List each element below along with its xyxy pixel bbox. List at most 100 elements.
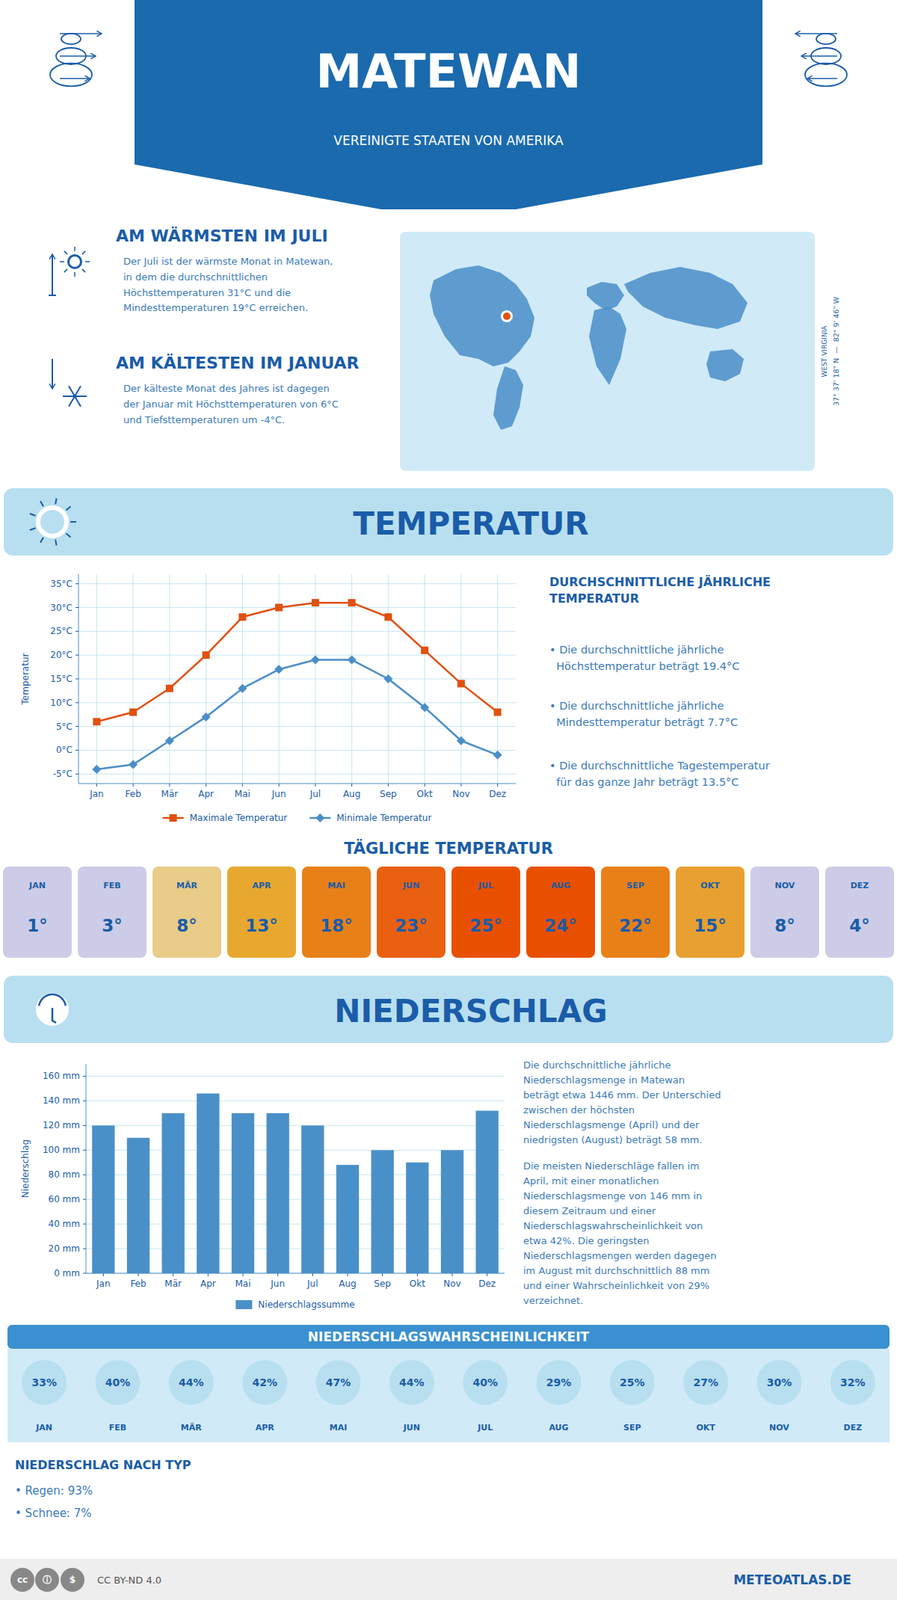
- sun-ray: [55, 497, 57, 504]
- warmest-title: AM WÄRMSTEN IM JULI: [115, 226, 329, 246]
- continent: [429, 265, 535, 367]
- point: [165, 684, 174, 693]
- y-tick-label: 60 mm: [48, 1193, 80, 1205]
- sun-ray: [59, 260, 65, 263]
- wind-icon: [59, 55, 95, 57]
- y-tick-label: 100 mm: [42, 1144, 80, 1155]
- y-tick-label: 5°C: [56, 721, 73, 732]
- x-tick-label: Mai: [234, 1278, 251, 1289]
- x-tick-label: Jul: [309, 788, 321, 800]
- grid: [78, 574, 516, 784]
- legend-label: Niederschlagssumme: [257, 1299, 355, 1310]
- license-icon-label: $: [69, 1574, 76, 1585]
- data-label: 32%: [840, 1376, 866, 1389]
- umbrella-handle: [52, 1007, 57, 1023]
- legend-marker: [315, 813, 325, 823]
- tile-circle: [95, 1359, 141, 1405]
- y-tick-label: 20°C: [50, 649, 73, 661]
- info-icons: [0, 213, 389, 483]
- tile-label: FEB: [103, 880, 121, 891]
- y-tick: [82, 1149, 86, 1151]
- x-tick-label: Nov: [443, 1278, 461, 1289]
- tile-circle: [21, 1359, 67, 1405]
- y-tick-label: 120 mm: [42, 1119, 80, 1131]
- point: [129, 708, 137, 717]
- y-tick: [75, 583, 79, 584]
- sun-ray: [74, 272, 76, 277]
- tile-label: JUL: [477, 880, 494, 891]
- x-tick: [138, 1272, 140, 1276]
- bar: [441, 1149, 464, 1273]
- wind-swirl: [811, 47, 841, 65]
- grid-line-y: [78, 701, 516, 703]
- point: [457, 679, 465, 687]
- y-axis-label: Temperatur: [20, 652, 31, 705]
- x-tick: [133, 783, 134, 787]
- tile-circle: [242, 1359, 288, 1405]
- x-tick-label: Mär: [161, 788, 179, 800]
- bar: [127, 1137, 150, 1273]
- tile-label: DEZ: [850, 880, 870, 891]
- y-tick: [75, 678, 79, 680]
- point: [347, 655, 357, 665]
- section-header: NIEDERSCHLAG: [0, 971, 897, 1047]
- grid-line-y: [78, 725, 516, 727]
- y-tick-label: 30°C: [50, 602, 73, 613]
- tile: [2, 866, 72, 958]
- data-label: 27%: [692, 1376, 719, 1389]
- precip-text: Die meisten Niederschläge fallen im Apri…: [523, 1158, 717, 1309]
- tile-label: JUN: [402, 880, 420, 891]
- tile-label: MAI: [327, 880, 346, 891]
- point: [165, 736, 175, 746]
- data-label: 4°: [849, 915, 871, 936]
- data-label: 30%: [766, 1376, 793, 1389]
- x-tick: [242, 783, 243, 787]
- tile: [301, 866, 371, 958]
- x-tick-label: Dez: [478, 1278, 496, 1289]
- license-icon-label: cc: [17, 1574, 28, 1585]
- tile-circle: [536, 1359, 582, 1405]
- sun-ray: [55, 539, 57, 546]
- tile: [227, 866, 297, 958]
- tile: [675, 866, 745, 958]
- y-tick-label: 160 mm: [42, 1070, 80, 1081]
- continent: [586, 281, 625, 311]
- grid-line-y: [78, 583, 516, 584]
- x-tick: [424, 783, 426, 787]
- wind-swirl: [50, 63, 92, 87]
- tile-circle: [316, 1359, 362, 1405]
- y-tick: [82, 1198, 86, 1200]
- plot-area: [91, 1093, 499, 1273]
- point: [202, 651, 211, 659]
- sun-ray: [85, 260, 90, 263]
- x-tick-label: Jun: [269, 1278, 285, 1289]
- grid-line-y: [78, 678, 516, 680]
- x-tick-label: Nov: [452, 788, 470, 800]
- x-tick-label: Dez: [488, 788, 507, 800]
- bar: [405, 1162, 429, 1273]
- tile-row: 33%JAN40%FEB44%MÄR42%APR47%MAI44%JUN40%J…: [7, 1348, 890, 1442]
- page-subtitle: VEREINIGTE STAATEN VON AMERIKA: [333, 133, 564, 149]
- license-icon-label: ⓘ: [42, 1574, 52, 1585]
- stats-heading: DURCHSCHNITTLICHE JÄHRLICHE TEMPERATUR: [549, 574, 771, 608]
- data-label: 8°: [176, 915, 198, 936]
- footer: ccⓘ$CC BY-ND 4.0METEOATLAS.DE: [0, 1558, 897, 1600]
- x-tick-label: Apr: [200, 1278, 217, 1289]
- tile-circle: [609, 1359, 655, 1405]
- x-tick: [387, 783, 389, 787]
- point: [348, 598, 356, 607]
- continent: [493, 366, 524, 430]
- x-tick: [172, 1272, 174, 1276]
- x-tick-label: Jan: [88, 788, 104, 800]
- tile-circle: [462, 1359, 508, 1405]
- sun-ray: [70, 521, 77, 523]
- tile-circle: [168, 1359, 214, 1405]
- x-tick: [278, 783, 280, 787]
- data-label: 25°: [469, 915, 503, 936]
- section-background: [3, 975, 894, 1043]
- sun-ray: [82, 269, 86, 273]
- data-label: 40%: [472, 1376, 498, 1389]
- wind-swirl: [61, 33, 81, 45]
- tile: [825, 866, 895, 958]
- tile-label: JUL: [476, 1422, 493, 1433]
